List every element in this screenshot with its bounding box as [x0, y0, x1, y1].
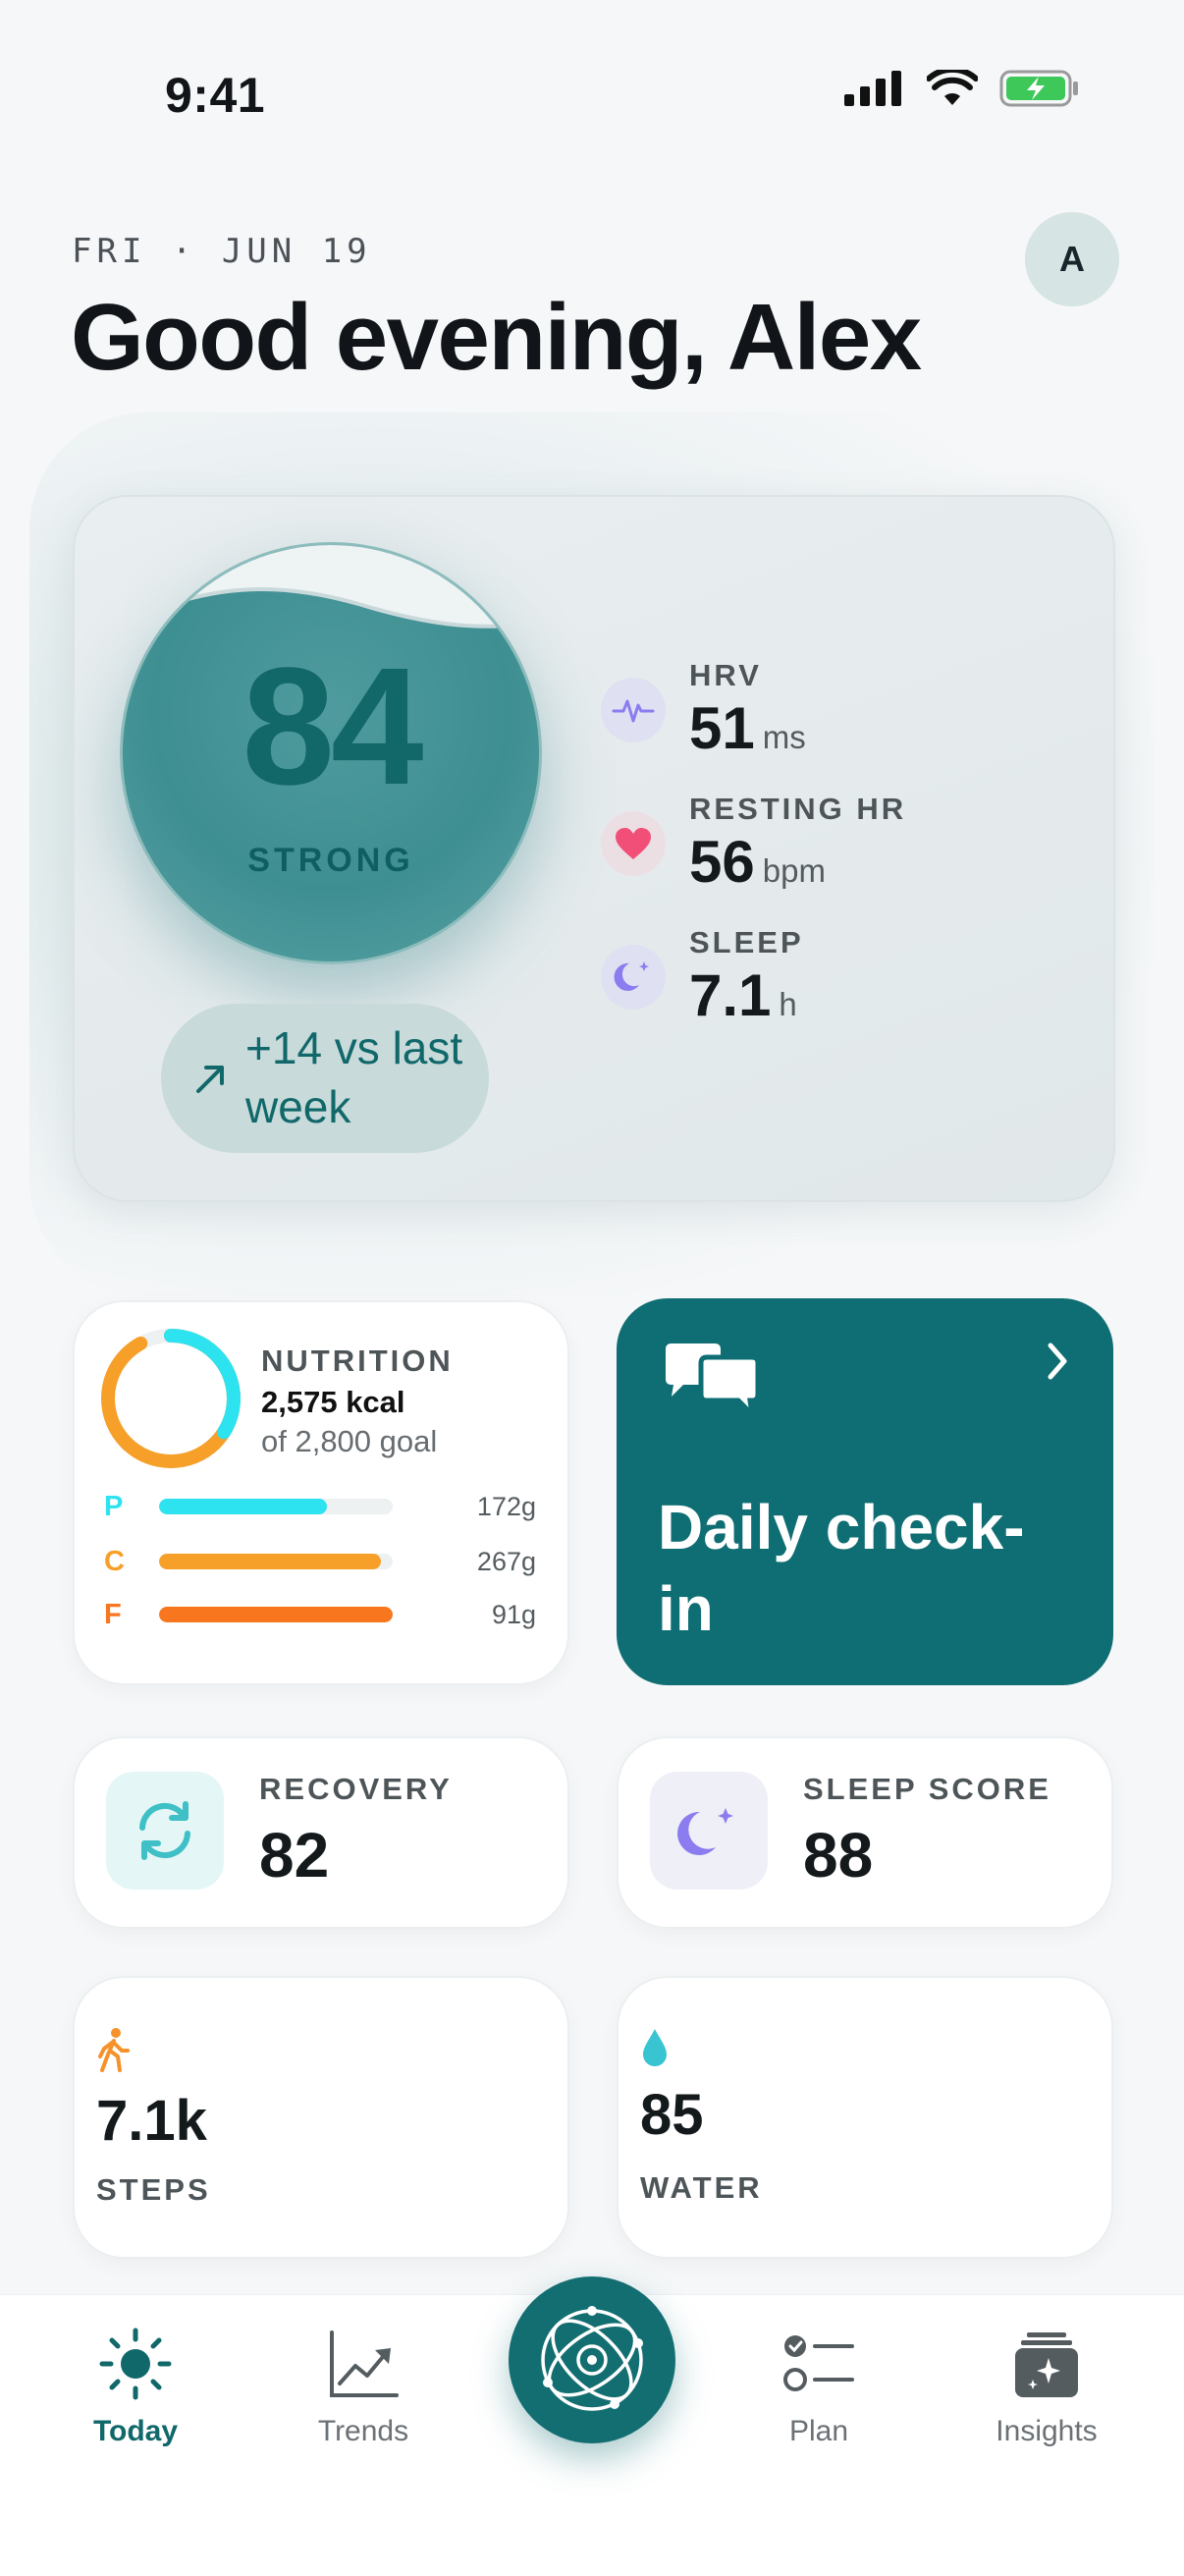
sun-icon: [99, 2328, 172, 2400]
tab-today[interactable]: Today: [37, 2327, 234, 2448]
chart-icon: [330, 2330, 399, 2397]
macro-letter: P: [104, 1490, 124, 1522]
recovery-value: 82: [259, 1820, 330, 1891]
water-card[interactable]: 85 WATER: [617, 1976, 1113, 2259]
tab-plan[interactable]: Plan: [721, 2327, 917, 2448]
macro-row-protein: P 172g: [104, 1487, 536, 1526]
nutrition-title: NUTRITION: [261, 1343, 454, 1378]
sleep-score-card[interactable]: SLEEP SCORE 88: [617, 1736, 1113, 1929]
date-line: FRI · JUN 19: [72, 232, 372, 271]
metric-resting-hr: RESTING HR 56 bpm: [601, 792, 906, 893]
metric-unit: h: [779, 986, 797, 1022]
arrow-up-right-icon: [196, 1066, 224, 1093]
macro-letter: C: [104, 1545, 125, 1577]
metric-sleep: SLEEP 7.1 h: [601, 925, 804, 1026]
metric-unit: ms: [762, 719, 806, 755]
checkin-title: Daily check-in: [658, 1492, 1025, 1645]
metric-number: 51: [689, 695, 755, 761]
macro-fill: [159, 1554, 382, 1569]
metric-label: SLEEP: [689, 925, 804, 959]
metric-value: 51 ms: [689, 697, 806, 759]
steps-card[interactable]: 7.1k STEPS: [73, 1976, 569, 2259]
macro-amount: 91g: [491, 1599, 536, 1629]
sleep-score-value: 88: [803, 1820, 874, 1891]
readiness-card[interactable]: 84 STRONG +14 vs last week HRV 51 ms REST…: [73, 495, 1115, 1202]
wave-decoration: [123, 545, 539, 629]
water-value: 85: [640, 2083, 704, 2147]
greeting-title: Good evening, Alex: [71, 285, 922, 390]
tab-label: Insights: [996, 2415, 1098, 2447]
nutrition-ring: [101, 1329, 241, 1468]
metric-number: 56: [689, 829, 755, 895]
macro-track: [159, 1499, 393, 1514]
macro-amount: 172g: [476, 1491, 536, 1521]
moon-sparkle-icon: [650, 1772, 768, 1890]
tab-label: Today: [92, 2415, 179, 2447]
metric-label: HRV: [689, 658, 762, 692]
chevron-right-icon[interactable]: [1045, 1342, 1070, 1381]
metric-number: 7.1: [689, 962, 772, 1028]
trend-pill: +14 vs last week: [161, 1004, 489, 1153]
readiness-label: STRONG: [247, 842, 414, 879]
macro-track: [159, 1554, 393, 1569]
tab-insights[interactable]: Insights: [948, 2327, 1145, 2448]
nutrition-goal: of 2,800 goal: [261, 1424, 438, 1458]
sparkle-icon: [1015, 2332, 1078, 2397]
tab-label: Plan: [788, 2415, 849, 2447]
tab-label: Trends: [317, 2415, 409, 2447]
recovery-card[interactable]: RECOVERY 82: [73, 1736, 569, 1929]
recovery-label: RECOVERY: [259, 1772, 453, 1806]
macro-track: [159, 1607, 393, 1622]
macro-fill: [159, 1607, 393, 1622]
status-icons: [844, 69, 1080, 108]
sleep-score-label: SLEEP SCORE: [803, 1772, 1051, 1806]
nutrition-card[interactable]: NUTRITION 2,575 kcal of 2,800 goal P 172…: [73, 1300, 569, 1685]
walking-person-icon: [98, 2028, 130, 2072]
macro-row-carbs: C 267g: [104, 1542, 536, 1581]
readiness-score: 84: [242, 633, 423, 820]
metric-hrv: HRV 51 ms: [601, 658, 806, 759]
cellular-signal-icon: [844, 71, 901, 106]
metric-label: RESTING HR: [689, 792, 907, 826]
heartbeat-icon: [601, 678, 666, 742]
moon-icon: [601, 945, 666, 1010]
metric-unit: bpm: [762, 852, 826, 889]
orbit-icon: [541, 2306, 643, 2411]
checklist-icon: [783, 2335, 854, 2391]
status-time: 9:41: [165, 68, 266, 123]
macro-amount: 267g: [476, 1546, 536, 1576]
tab-trends[interactable]: Trends: [265, 2327, 461, 2448]
macro-fill: [159, 1499, 328, 1514]
macro-letter: F: [104, 1598, 122, 1630]
macro-row-fat: F 91g: [104, 1595, 536, 1634]
metric-value: 56 bpm: [689, 831, 906, 893]
center-action-button[interactable]: [509, 2276, 675, 2443]
steps-label: STEPS: [96, 2172, 211, 2207]
score-circle: 84 STRONG: [120, 542, 542, 964]
water-label: WATER: [640, 2170, 763, 2205]
trend-text: +14 vs last week: [245, 1022, 463, 1132]
avatar[interactable]: A: [1025, 212, 1119, 306]
chat-bubbles-icon: [666, 1343, 761, 1422]
nutrition-kcal: 2,575 kcal: [261, 1385, 405, 1419]
refresh-icon: [106, 1772, 224, 1890]
metric-value: 7.1 h: [689, 964, 804, 1026]
daily-checkin-card[interactable]: Daily check-in: [617, 1298, 1113, 1685]
water-drop-icon: [643, 2029, 667, 2066]
wifi-icon: [927, 70, 978, 105]
steps-value: 7.1k: [96, 2089, 207, 2153]
battery-charging-icon: [999, 70, 1078, 107]
heart-icon: [601, 811, 666, 876]
